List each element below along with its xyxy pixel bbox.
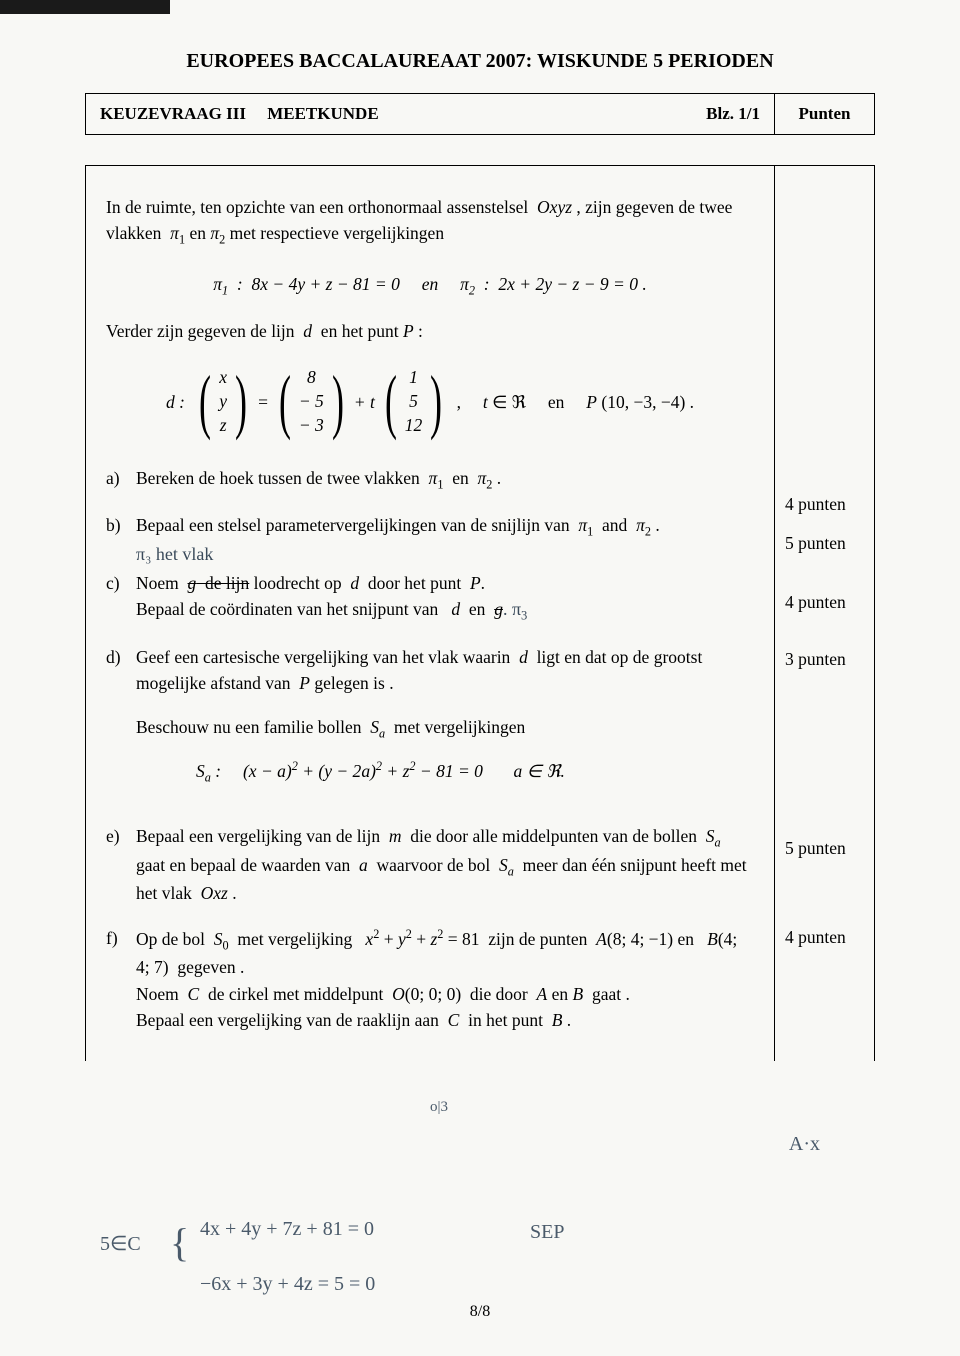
line-d-equation: d : ( x y z ) = ( 8 − 5 − 3 ) + [106, 366, 754, 437]
page-number: 8/8 [470, 1303, 490, 1321]
hw-pi3: π₃ het vlak [136, 544, 213, 564]
matrix-point: ( 8 − 5 − 3 ) [273, 366, 350, 437]
header-box-right: Punten [775, 93, 875, 135]
handwriting-6: A·x [789, 1133, 820, 1156]
points-c: 4 punten [785, 592, 864, 613]
m1-r2: y [219, 390, 227, 414]
handwriting-2: 5∈C [100, 1231, 141, 1256]
handwriting-4b: −6x + 3y + 4z = 5 = 0 [200, 1273, 375, 1296]
handwriting-4: 4x + 4y + 7z + 81 = 0 [200, 1218, 374, 1241]
header-row: KEUZEVRAAG III MEETKUNDE Blz. 1/1 Punten [85, 93, 875, 135]
m2-r3: − 3 [299, 414, 324, 438]
d-prefix: d : [166, 389, 185, 415]
question-a: a) Bereken de hoek tussen de twee vlakke… [106, 465, 754, 494]
matrix-xyz: ( x y z ) [193, 366, 253, 437]
strike-g: g de lijn [188, 573, 250, 593]
q-d-label: d) [106, 644, 136, 697]
header-page: Blz. 1/1 [706, 104, 760, 124]
q-b-body: Bepaal een stelsel parametervergelijking… [136, 512, 754, 568]
m1-r3: z [219, 414, 227, 438]
strike-g2: g [494, 599, 503, 619]
question-c: c) Noem g de lijn loodrecht op d door he… [106, 570, 754, 626]
header-box-left: KEUZEVRAAG III MEETKUNDE Blz. 1/1 [85, 93, 775, 135]
plus-t: + t [354, 389, 375, 415]
intro-line1: In de ruimte, ten opzichte van een ortho… [106, 197, 732, 243]
q-a-label: a) [106, 465, 136, 494]
q-a-body: Bereken de hoek tussen de twee vlakken π… [136, 465, 754, 494]
scan-edge-artifact [0, 0, 170, 14]
sphere-equation: Sa : (x − a)2 + (y − 2a)2 + z2 − 81 = 0 … [196, 757, 754, 787]
handwriting-5: SEP [530, 1221, 564, 1244]
m3-r3: 12 [405, 414, 423, 438]
m3-r2: 5 [405, 390, 423, 414]
question-b: b) Bepaal een stelsel parametervergelijk… [106, 512, 754, 568]
m2-r2: − 5 [299, 390, 324, 414]
points-spacer [785, 194, 864, 494]
matrix-direction: ( 1 5 12 ) [379, 366, 448, 437]
plane-equations: π1 : 8x − 4y + z − 81 = 0 en π2 : 2x + 2… [106, 271, 754, 300]
handwriting-1: o|3 [430, 1099, 448, 1116]
points-f: 4 punten [785, 927, 864, 948]
q-e-body: Bepaal een vergelijking van de lijn m di… [136, 823, 754, 907]
q-c-body: Noem g de lijn loodrecht op d door het p… [136, 570, 754, 626]
m3-r1: 1 [405, 366, 423, 390]
q-e-label: e) [106, 823, 136, 907]
header-section-topic: KEUZEVRAAG III MEETKUNDE [100, 104, 379, 124]
q-b-label: b) [106, 512, 136, 568]
q-f-label: f) [106, 925, 136, 1033]
sphere-intro-body: Beschouw nu een familie bollen Sa met ve… [136, 714, 754, 805]
header-topic: MEETKUNDE [267, 104, 378, 123]
question-e: e) Bepaal een vergelijking van de lijn m… [106, 823, 754, 907]
intro-text-1: In de ruimte, ten opzichte van een ortho… [106, 194, 754, 249]
question-f: f) Op de bol S0 met vergelijking x2 + y2… [106, 925, 754, 1033]
spacer [106, 714, 136, 805]
points-e: 5 punten [785, 838, 864, 859]
header-section: KEUZEVRAAG III [100, 104, 246, 123]
d-suffix: , t ∈ ℜ en P (10, −3, −4) . [457, 389, 694, 415]
main-row: In de ruimte, ten opzichte van een ortho… [85, 165, 875, 1061]
q-f-body: Op de bol S0 met vergelijking x2 + y2 + … [136, 925, 754, 1033]
m1-r1: x [219, 366, 227, 390]
q-d-body: Geef een cartesische vergelijking van he… [136, 644, 754, 697]
page-title: EUROPEES BACCALAUREAAT 2007: WISKUNDE 5 … [85, 50, 875, 73]
m2-r1: 8 [299, 366, 324, 390]
sphere-intro: Beschouw nu een familie bollen Sa met ve… [106, 714, 754, 805]
points-a: 4 punten [785, 494, 864, 515]
hw-pi3-2: . π3 [503, 599, 527, 619]
points-d: 3 punten [785, 649, 864, 670]
q-c-label: c) [106, 570, 136, 626]
question-d: d) Geef een cartesische vergelijking van… [106, 644, 754, 697]
main-content: In de ruimte, ten opzichte van een ortho… [85, 165, 775, 1061]
points-b: 5 punten [785, 533, 864, 554]
intro-text-2: Verder zijn gegeven de lijn d en het pun… [106, 318, 754, 344]
handwriting-brace: { [170, 1219, 189, 1266]
points-column: 4 punten 5 punten 4 punten 3 punten 5 pu… [775, 165, 875, 1061]
